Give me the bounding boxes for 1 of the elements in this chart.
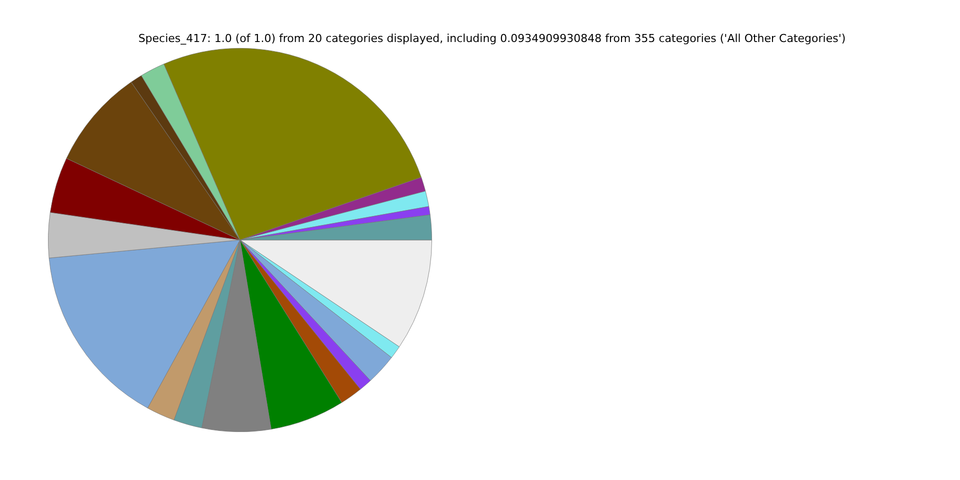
text: Species_417: 1.0 (of 1.0) from 20 categories displayed, including 0.0934909930848 from 355 categories ('All Other Categories')	[138, 32, 846, 45]
